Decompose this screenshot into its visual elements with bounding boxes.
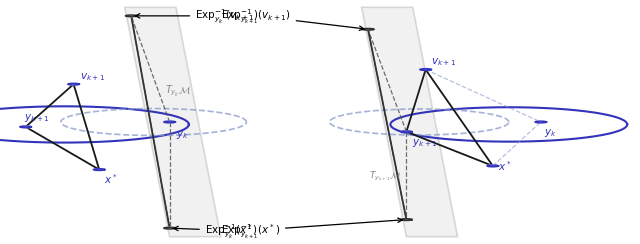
Text: $v_{k+1}$: $v_{k+1}$ [431, 57, 456, 68]
Polygon shape [420, 69, 431, 70]
Text: $T_{y_{k+1}}\mathcal{M}$: $T_{y_{k+1}}\mathcal{M}$ [369, 170, 402, 183]
Polygon shape [401, 219, 412, 220]
Polygon shape [164, 227, 175, 229]
Polygon shape [93, 169, 105, 170]
Text: $x^*$: $x^*$ [498, 159, 511, 173]
Polygon shape [125, 15, 137, 17]
Polygon shape [20, 126, 31, 128]
Text: $\mathrm{Exp}_{y_{k+1}}^{-1}(v_{k+1})$: $\mathrm{Exp}_{y_{k+1}}^{-1}(v_{k+1})$ [221, 7, 364, 30]
Text: $\mathrm{Exp}_{y_k}^{-1}(x^*)$: $\mathrm{Exp}_{y_k}^{-1}(x^*)$ [174, 222, 258, 240]
Polygon shape [401, 131, 412, 132]
Polygon shape [535, 121, 547, 123]
Text: $\mathrm{Exp}_{y_{k+1}}^{-1}(x^*)$: $\mathrm{Exp}_{y_{k+1}}^{-1}(x^*)$ [221, 218, 402, 240]
Text: $T_{y_k}\mathcal{M}$: $T_{y_k}\mathcal{M}$ [165, 83, 191, 98]
Polygon shape [125, 7, 221, 237]
Polygon shape [164, 121, 175, 123]
Text: $y_{k+1}$: $y_{k+1}$ [412, 137, 437, 149]
Text: $x^*$: $x^*$ [104, 172, 118, 186]
Text: $y_{k+1}$: $y_{k+1}$ [24, 112, 50, 124]
Polygon shape [487, 165, 499, 167]
Text: $\mathrm{Exp}_{y_k}^{-1}(v_{k+1})$: $\mathrm{Exp}_{y_k}^{-1}(v_{k+1})$ [136, 7, 259, 25]
Text: $y_k$: $y_k$ [544, 127, 557, 139]
Polygon shape [362, 29, 374, 30]
Text: $v_{k+1}$: $v_{k+1}$ [80, 71, 105, 83]
Polygon shape [362, 7, 458, 237]
Polygon shape [68, 83, 79, 85]
Text: $y_k$: $y_k$ [176, 129, 189, 141]
